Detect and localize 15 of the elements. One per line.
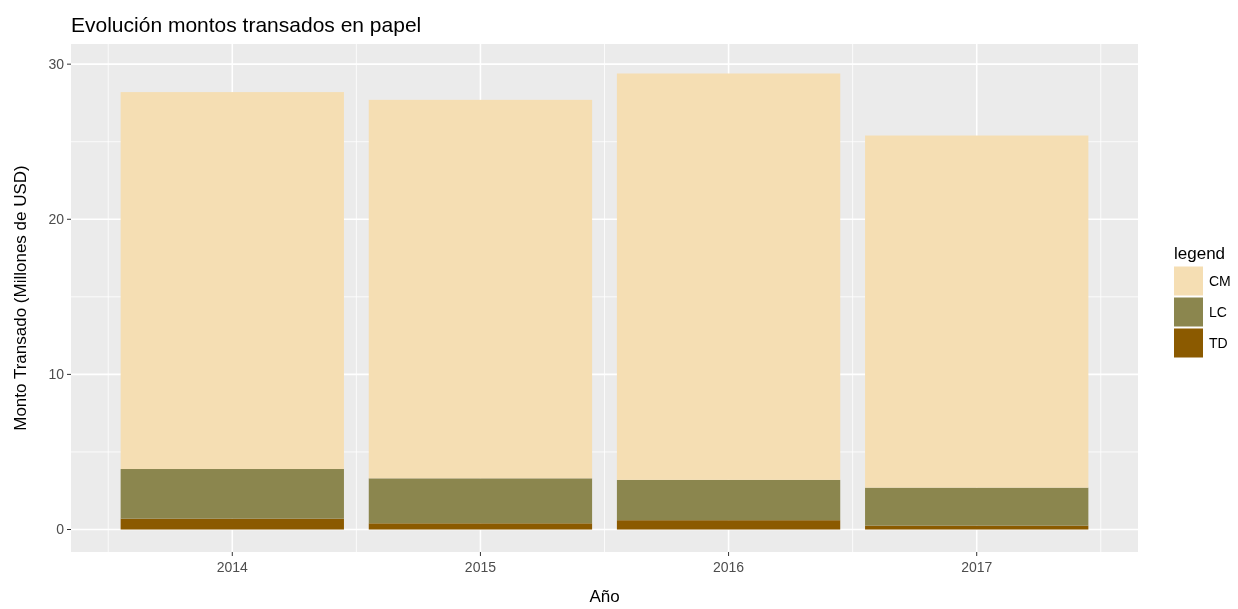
y-tick-label: 20 [48,211,65,228]
legend-label: LC [1209,304,1227,321]
x-tick-label: 2015 [464,559,497,575]
legend-label: CM [1209,273,1231,290]
x-tick-label: 2017 [961,559,993,575]
y-tick-label: 0 [56,521,65,538]
y-tick-label: 10 [48,366,65,383]
legend-label: TD [1209,335,1228,352]
x-tick-label: 2016 [712,559,745,575]
x-tick-label: 2014 [216,559,249,575]
y-axis-title: Monto Transado (Millones de USD) [11,165,30,431]
chart-title: Evolución montos transados en papel [71,13,422,36]
y-tick-label: 30 [48,56,65,73]
x-axis-title: Año [589,587,620,606]
legend-title: legend [1174,243,1226,263]
